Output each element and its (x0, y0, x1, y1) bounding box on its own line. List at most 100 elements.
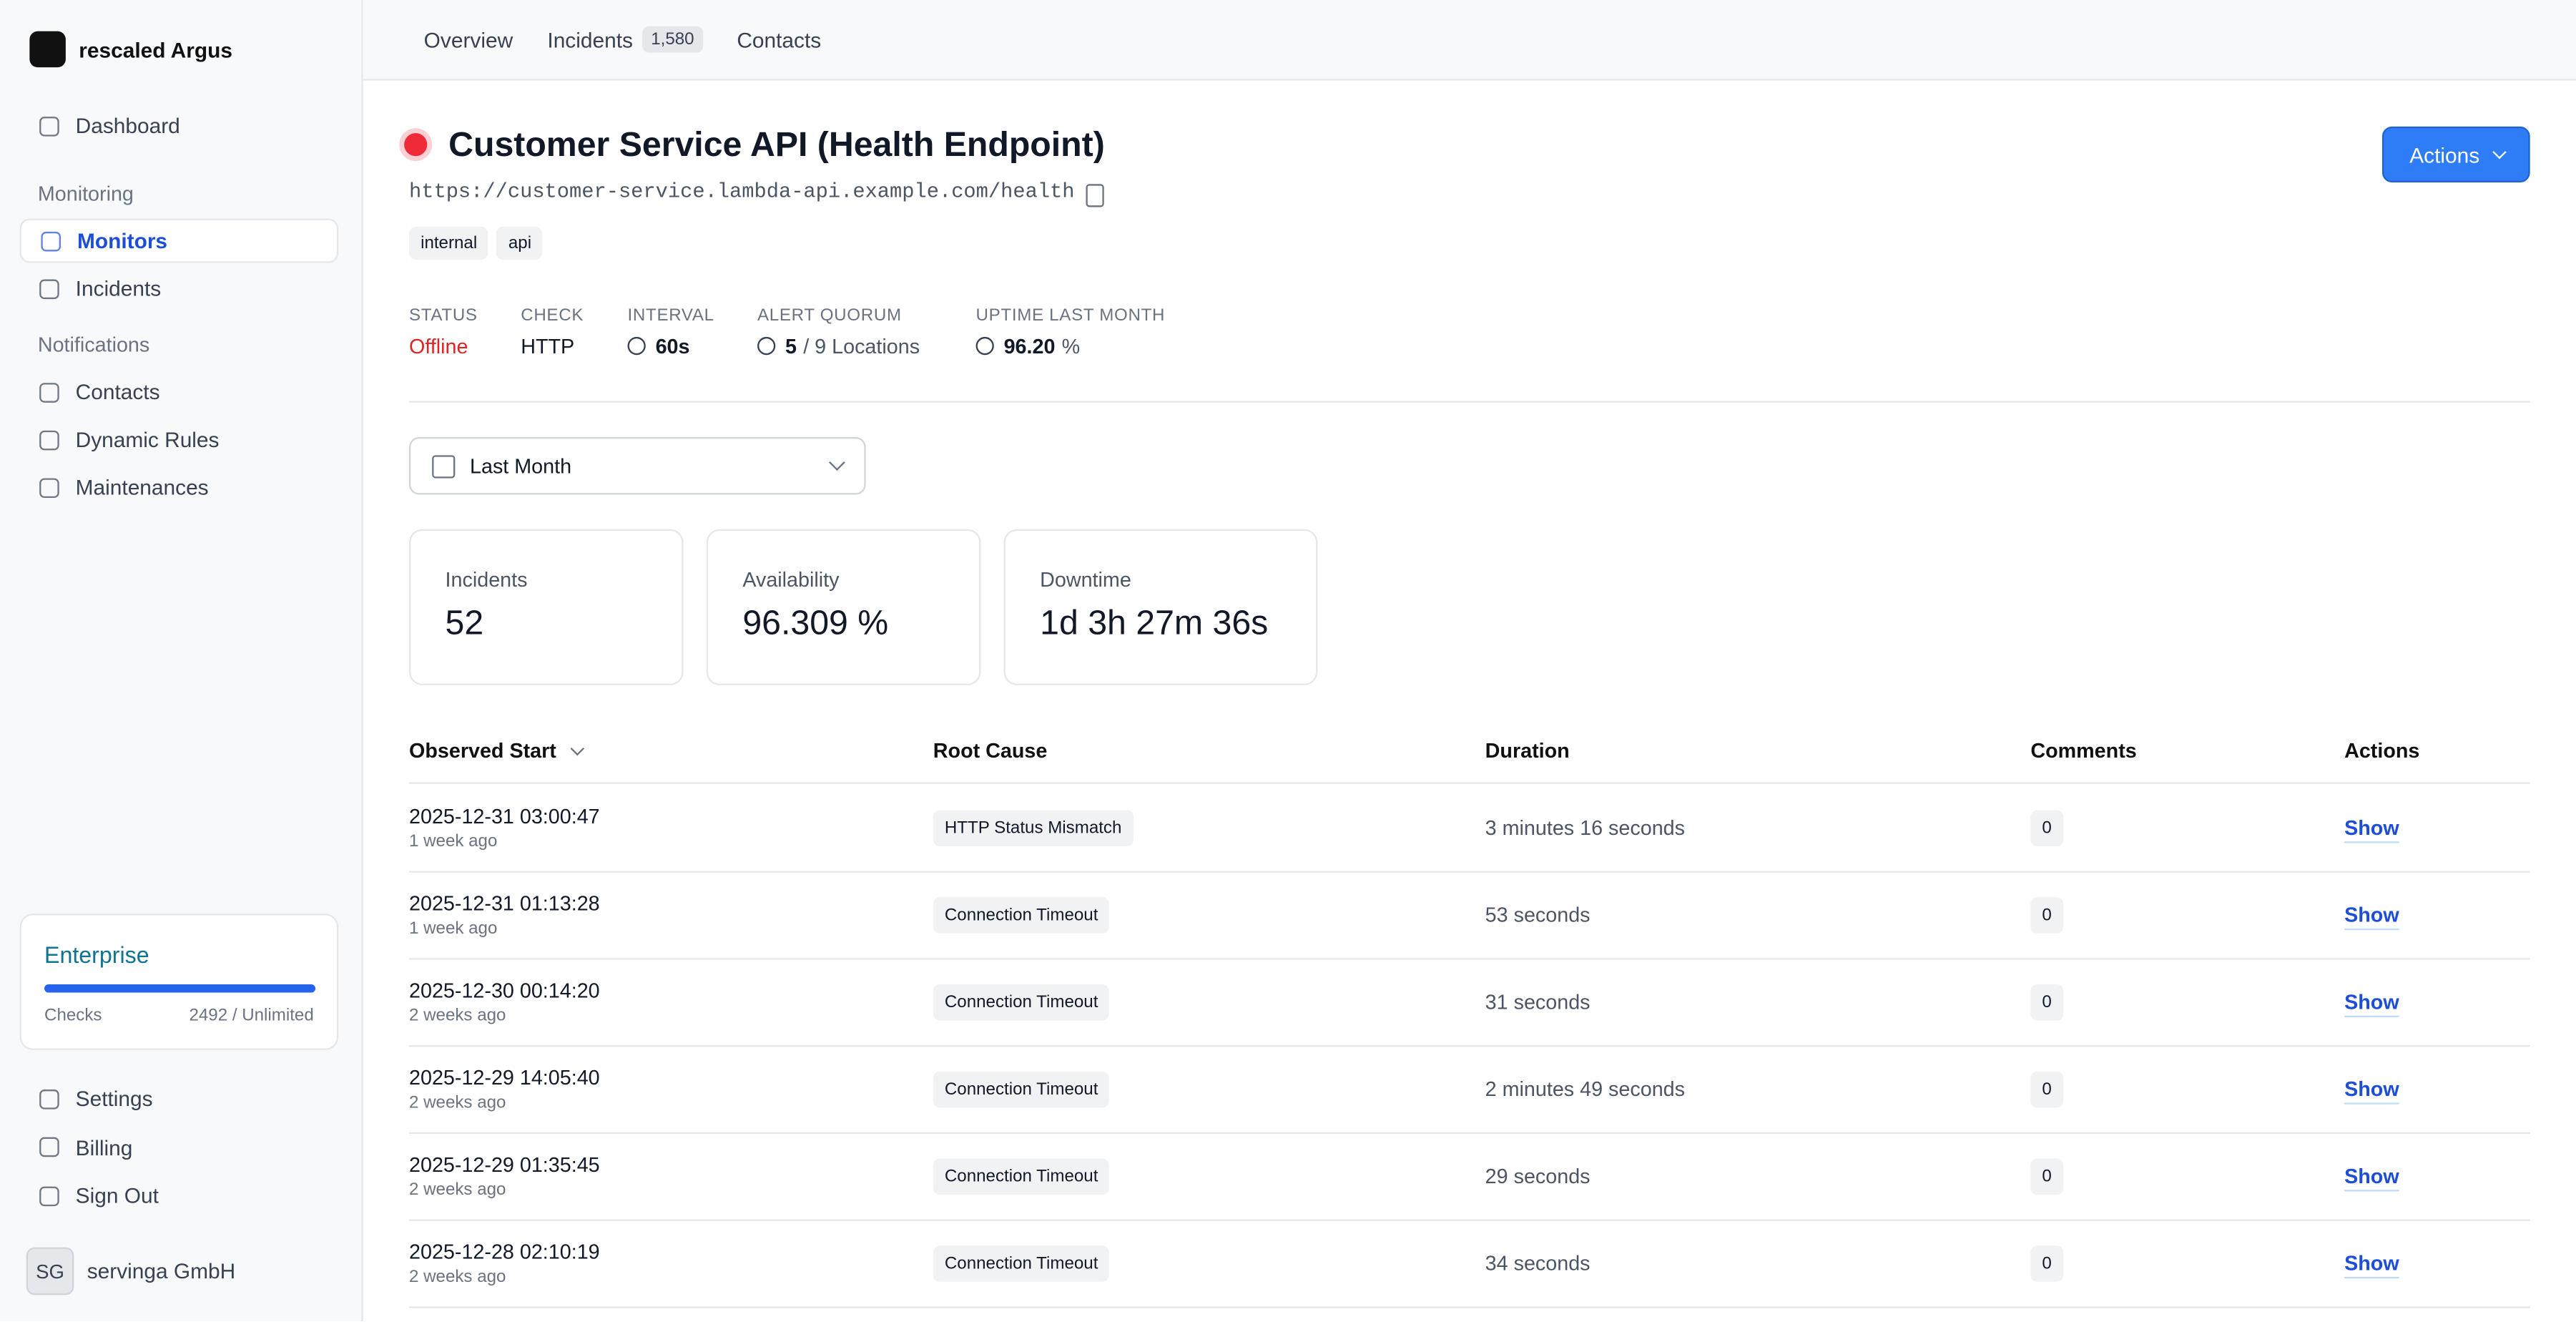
observed-start: 2025-12-30 00:14:20 (409, 978, 600, 1002)
table-row: 2025-12-31 01:13:28 1 week ago Connection … (409, 871, 2530, 960)
show-link[interactable]: Show (2344, 1164, 2399, 1188)
table-row: 2025-12-30 00:14:20 2 weeks ago Connection… (409, 958, 2530, 1047)
icon (757, 336, 776, 356)
comments: 0 (2030, 896, 2063, 933)
icon (41, 230, 61, 251)
nav-label: Dynamic Rules (75, 427, 220, 452)
nav-item[interactable]: Dashboard (20, 104, 339, 148)
cell: Connection Timeout (933, 1045, 1110, 1132)
tags: internal api (409, 227, 551, 260)
cell: 31 seconds (1485, 958, 1591, 1045)
cell: 0 (2030, 871, 2063, 959)
nav-item[interactable]: Incidents (20, 266, 339, 310)
stat-value: 60s (627, 335, 714, 358)
nav-item[interactable]: Contacts (20, 370, 339, 414)
relative-time: 1 week ago (409, 917, 498, 938)
duration: 29 seconds (1485, 1164, 1591, 1188)
column-header: Comments (2030, 740, 2136, 763)
nav-label: Contacts (75, 379, 160, 405)
card-value: 1d 3h 27m 36s (1040, 604, 1269, 643)
column-header: Duration (1485, 740, 1570, 763)
status-dot (404, 133, 428, 157)
stat-value: HTTP (521, 336, 584, 358)
stat-value: 5 / 9 Locations (757, 336, 920, 358)
cell: 3 minutes 16 seconds (1485, 784, 1685, 871)
table-row: 2025-12-31 03:00:47 1 week ago HTTP Status… (409, 784, 2530, 873)
period-select[interactable]: Last Month (409, 437, 866, 495)
cell: 0 (2030, 1132, 2063, 1220)
show-link[interactable]: Show (2344, 816, 2399, 839)
icon (39, 278, 59, 298)
actions-button[interactable]: Actions (2381, 126, 2530, 182)
duration: 34 seconds (1485, 1251, 1591, 1275)
show-link[interactable]: Show (2344, 1251, 2399, 1275)
show-link[interactable]: Show (2344, 990, 2399, 1014)
cell: HTTP Status Mismatch (933, 784, 1134, 871)
nav-label: Billing (75, 1135, 133, 1160)
cell: 2025-12-29 01:35:45 2 weeks ago (409, 1132, 600, 1220)
icon (39, 1088, 59, 1109)
icon (975, 336, 994, 356)
card-label: Incidents (445, 568, 528, 592)
tab-label: Overview (423, 26, 513, 52)
user[interactable]: SG servinga GmbH (26, 1247, 235, 1296)
duration: 53 seconds (1485, 903, 1591, 926)
avatar: SG (26, 1247, 74, 1296)
root-cause: Connection Timeout (933, 1157, 1110, 1194)
nav-label: Dashboard (75, 113, 180, 138)
value: 5 (785, 335, 797, 358)
nav-item[interactable]: Dynamic Rules (20, 417, 339, 461)
tab-label: Incidents (547, 26, 633, 52)
stat-label: UPTIME LAST MONTH (975, 305, 1166, 325)
root-cause: Connection Timeout (933, 1070, 1110, 1107)
button-label: Actions (2409, 142, 2480, 167)
comments: 0 (2030, 1157, 2063, 1194)
header-label: Comments (2030, 739, 2137, 763)
url: https://customer-service.lambda-api.exam… (409, 180, 1075, 204)
stat-value: Offline (409, 336, 478, 358)
cell: Connection Timeout (933, 1220, 1110, 1307)
cell: Show (2344, 958, 2399, 1045)
top-nav: Overview Incidents 1,580 Contacts (363, 0, 2576, 81)
copy-icon[interactable] (1086, 184, 1104, 207)
cell: 2025-12-29 14:05:40 2 weeks ago (409, 1045, 600, 1132)
root-cause: Connection Timeout (933, 983, 1110, 1020)
plan-name: Enterprise (44, 941, 149, 969)
logo (29, 31, 66, 68)
relative-time: 2 weeks ago (409, 1092, 506, 1112)
cell: 0 (2030, 784, 2063, 871)
value: 60s (655, 335, 690, 358)
relative-time: 1 week ago (409, 831, 498, 851)
show-link[interactable]: Show (2344, 903, 2399, 926)
nav-item[interactable]: Monitors (19, 218, 339, 263)
relative-time: 2 weeks ago (409, 1179, 506, 1199)
suffix: % (1061, 335, 1081, 358)
cell: 2025-12-31 01:13:28 1 week ago (409, 871, 600, 959)
value: 96.20 (1003, 335, 1056, 358)
cell: 53 seconds (1485, 871, 1591, 959)
nav-item[interactable]: Settings (20, 1077, 339, 1121)
nav-item[interactable]: Sign Out (20, 1173, 339, 1218)
nav-item[interactable]: Maintenances (20, 465, 339, 509)
tab[interactable]: Incidents 1,580 (547, 26, 703, 53)
icon (39, 1137, 59, 1157)
stat-card: Downtime 1d 3h 27m 36s (1003, 529, 1318, 685)
tab[interactable]: Contacts (737, 27, 821, 52)
cell: 2025-12-28 02:10:19 2 weeks ago (409, 1220, 600, 1307)
root-cause: Connection Timeout (933, 896, 1110, 933)
icon (39, 429, 59, 450)
stat-label: CHECK (521, 305, 584, 325)
nav-label: Incidents (75, 275, 162, 301)
stat-value: 96.20% (975, 335, 1166, 358)
comments: 0 (2030, 1070, 2063, 1107)
duration: 3 minutes 16 seconds (1485, 816, 1686, 839)
column-header[interactable]: Observed Start (409, 739, 584, 763)
root-cause: HTTP Status Mismatch (933, 809, 1134, 846)
root-cause: Connection Timeout (933, 1245, 1110, 1281)
tab[interactable]: Overview (424, 27, 513, 52)
show-link[interactable]: Show (2344, 1077, 2399, 1100)
nav-item[interactable]: Billing (20, 1125, 339, 1169)
column-header: Root Cause (933, 740, 1048, 763)
header-label: Observed Start (409, 739, 556, 763)
